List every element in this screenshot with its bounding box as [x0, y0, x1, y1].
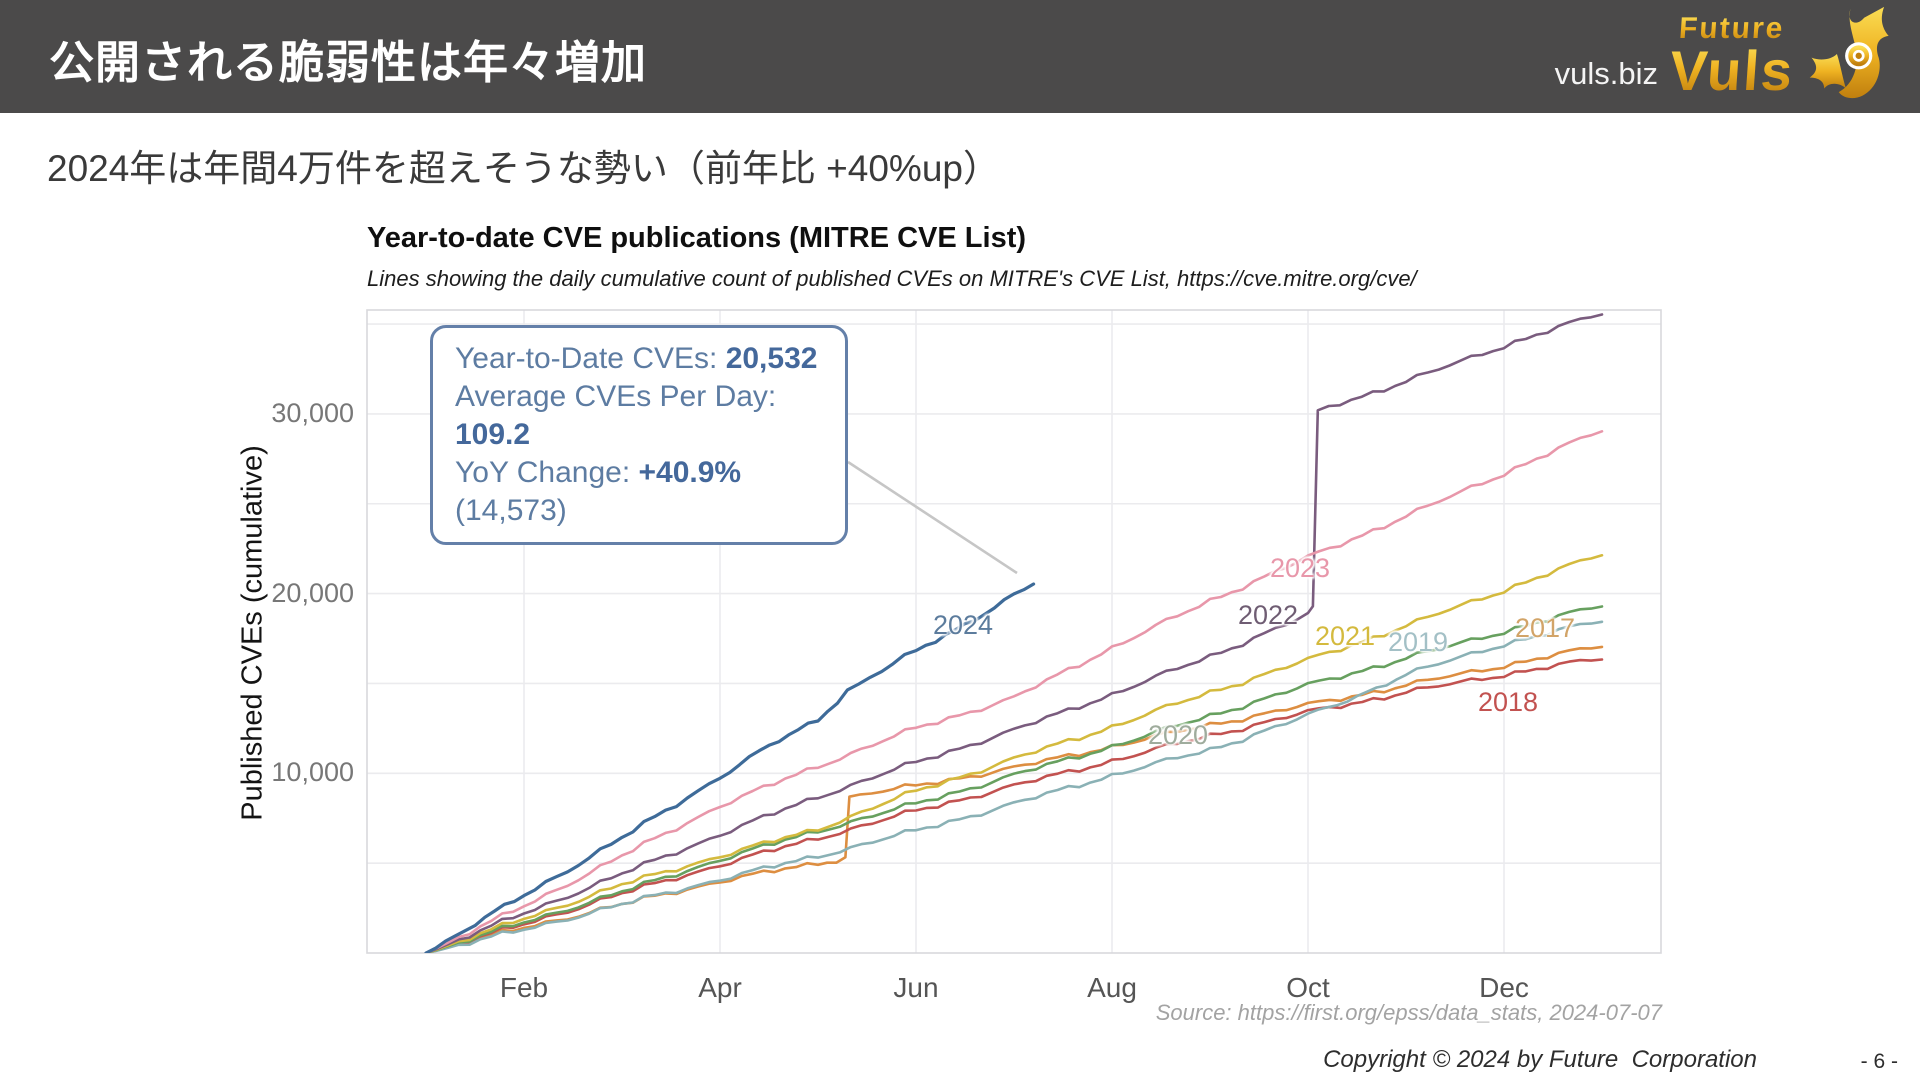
logo-word-vuls: Vuls	[1667, 38, 1797, 102]
slide-title: 公開される脆弱性は年々増加	[49, 37, 648, 88]
footer-copyright: Copyright © 2024 by Future Corporation	[1323, 1046, 1757, 1073]
vuls-bird-icon	[1800, 5, 1892, 108]
page-number: - 6 -	[1860, 1050, 1898, 1073]
series-year-label: 2023	[1269, 553, 1331, 583]
chart-title: Year-to-date CVE publications (MITRE CVE…	[367, 222, 1027, 254]
header-bar: 公開される脆弱性は年々増加 vuls.biz Future Vuls	[0, 0, 1920, 113]
series-year-label: 2017	[1514, 613, 1576, 643]
y-axis-title: Published CVEs (cumulative)	[236, 445, 269, 821]
tooltip-yoy-row: YoY Change: +40.9%	[455, 456, 742, 489]
x-axis-tick-label: Feb	[499, 972, 549, 1003]
series-year-label: 2019	[1387, 627, 1449, 657]
site-url-text: vuls.biz	[1554, 56, 1658, 91]
series-year-label: 2022	[1237, 600, 1299, 630]
tooltip-avg-label: Average CVEs Per Day:	[455, 380, 777, 413]
series-year-label: 2024	[932, 610, 994, 640]
y-axis-tick-label: 30,000	[271, 397, 354, 428]
series-year-label: 2018	[1477, 687, 1539, 717]
x-axis-tick-label: Aug	[1087, 972, 1137, 1003]
chart-tooltip: Year-to-Date CVEs: 20,532 Average CVEs P…	[430, 325, 848, 545]
tooltip-avg-value: 109.2	[455, 418, 531, 451]
tooltip-yoy-count: (14,573)	[455, 494, 567, 527]
series-year-label: 2021	[1314, 621, 1376, 651]
tooltip-ytd-row: Year-to-Date CVEs: 20,532	[455, 342, 818, 375]
chart-subtitle: Lines showing the daily cumulative count…	[367, 266, 1417, 291]
logo-wordmark: Future Vuls	[1667, 12, 1797, 102]
slide-subtitle: 2024年は年間4万件を超えそうな勢い（前年比 +40%up）	[47, 148, 1000, 189]
chart-source-text: Source: https://first.org/epss/data_stat…	[1155, 1000, 1662, 1025]
series-year-label: 2020	[1147, 720, 1209, 750]
x-axis-tick-label: Jun	[893, 972, 939, 1003]
future-vuls-logo: Future Vuls	[1667, 4, 1892, 108]
x-axis-tick-label: Apr	[698, 972, 742, 1003]
